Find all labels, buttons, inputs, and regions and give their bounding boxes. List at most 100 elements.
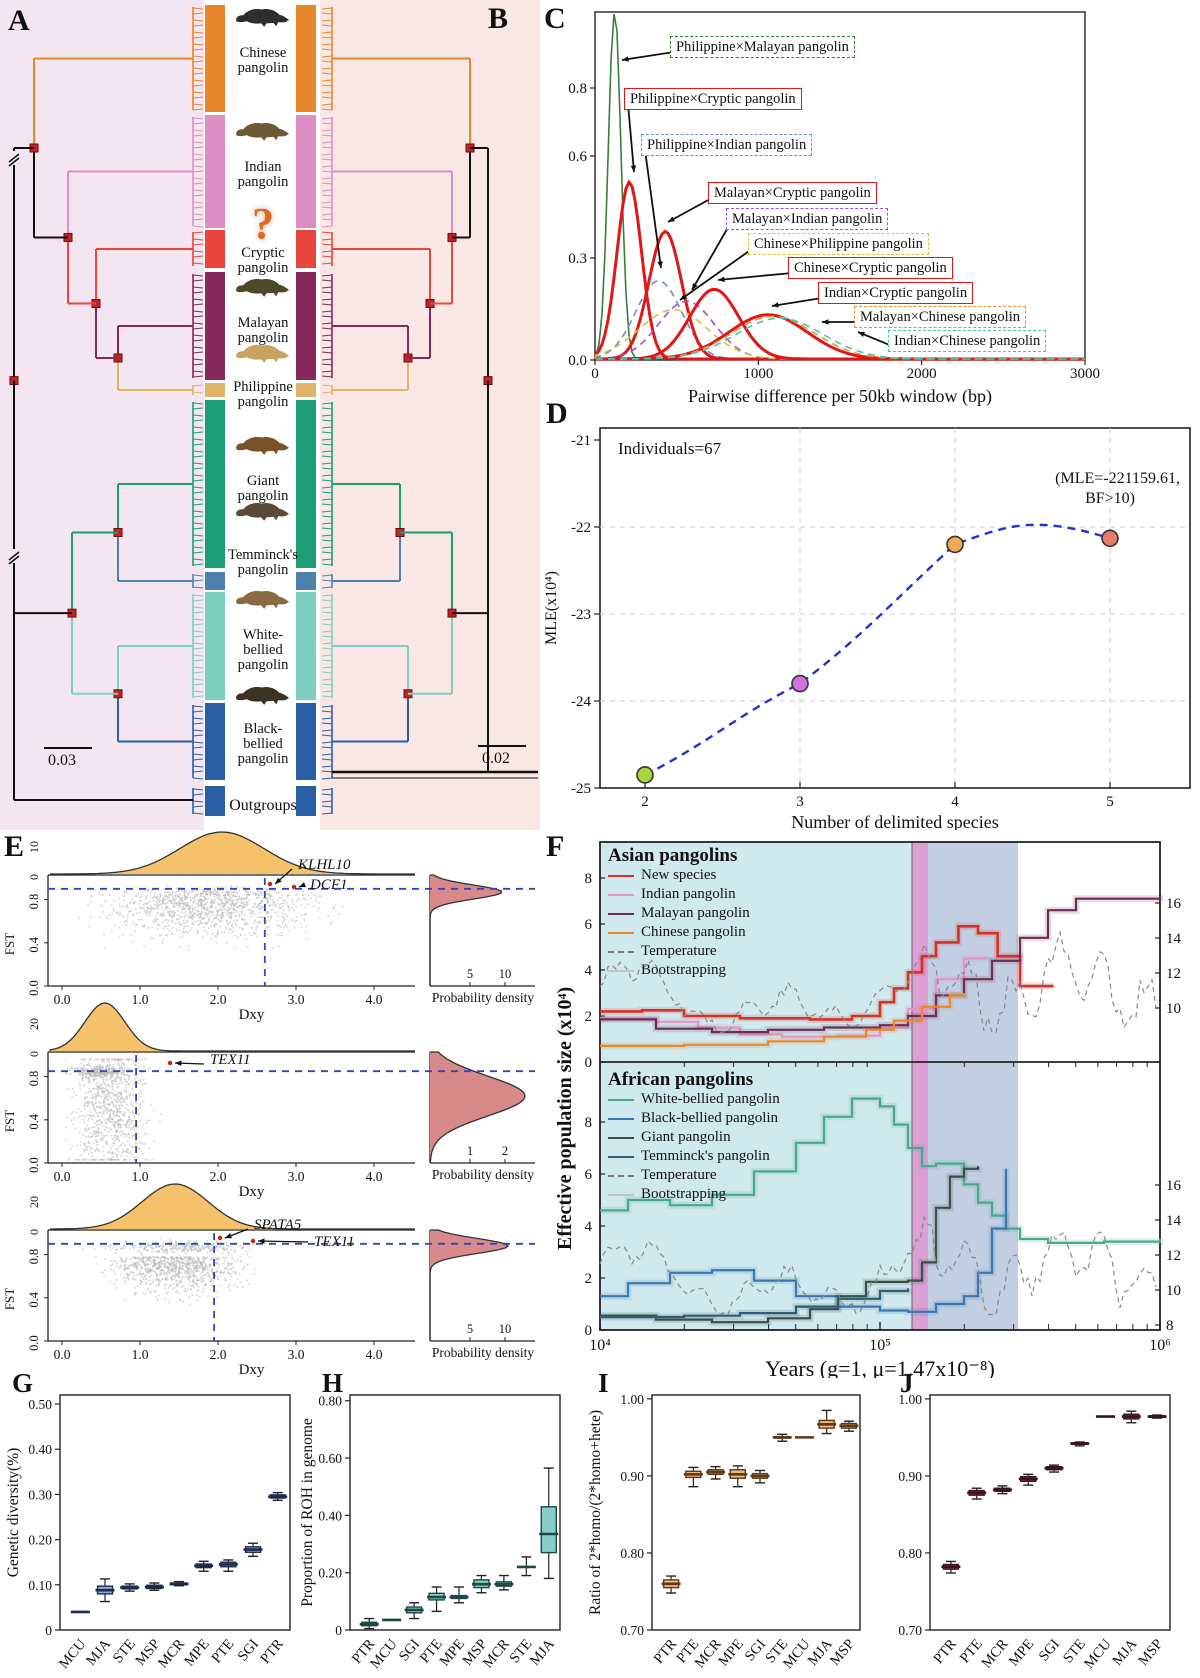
svg-text:10⁶: 10⁶ [1149, 1337, 1171, 1354]
svg-text:0.50: 0.50 [28, 1397, 52, 1412]
svg-text:MSP: MSP [1135, 1636, 1166, 1669]
panel-phylogeny: A B Chinese pangolin Indian pangolin ? C… [0, 0, 540, 830]
svg-text:4: 4 [585, 1219, 593, 1235]
panel-label-a: A [8, 4, 30, 37]
asian-legend-title: Asian pangolins [608, 845, 738, 866]
svg-text:0: 0 [585, 1055, 593, 1071]
svg-text:-22: -22 [571, 520, 591, 536]
pair-label-9: Indian×Chinese pangolin [888, 330, 1047, 352]
svg-text:MCR: MCR [155, 1636, 188, 1671]
pair-label-5: Chinese×Philippine pangolin [748, 233, 929, 255]
svg-text:0.0: 0.0 [54, 992, 71, 1007]
svg-text:3.0: 3.0 [288, 1347, 305, 1362]
svg-text:1.00: 1.00 [898, 1392, 922, 1407]
pair-label-3: Malayan×Cryptic pangolin [708, 182, 877, 204]
svg-text:0.10: 0.10 [28, 1578, 52, 1593]
svg-text:0.40: 0.40 [318, 1508, 342, 1523]
svg-text:MCR: MCR [979, 1636, 1012, 1671]
svg-text:FST: FST [2, 1288, 17, 1310]
svg-text:Individuals=67: Individuals=67 [618, 439, 722, 458]
svg-text:MSP: MSP [827, 1636, 858, 1669]
svg-text:0.8: 0.8 [27, 894, 41, 910]
svg-text:SPATA5: SPATA5 [254, 1217, 302, 1233]
legend-line-icon [608, 931, 634, 934]
svg-text:-21: -21 [571, 433, 591, 449]
svg-text:SGI: SGI [396, 1636, 423, 1664]
pair-label-0: Philippine×Malayan pangolin [670, 36, 855, 58]
svg-text:0.4: 0.4 [27, 936, 41, 952]
svg-text:0.0: 0.0 [54, 1169, 71, 1184]
species-label-whitebellied: White-bellied pangolin [237, 627, 289, 673]
svg-text:Genetic diversity(%): Genetic diversity(%) [5, 1448, 22, 1578]
legend-line-icon [608, 969, 634, 972]
species-label-philippine: Philippine pangolin [233, 379, 293, 410]
svg-text:2.0: 2.0 [210, 1347, 227, 1362]
svg-text:MPE: MPE [181, 1636, 213, 1669]
svg-text:2: 2 [641, 794, 649, 810]
svg-text:STE: STE [110, 1636, 139, 1666]
svg-text:0.8: 0.8 [27, 1249, 41, 1265]
panel-label-f: F [546, 830, 565, 863]
svg-text:1: 1 [467, 1144, 473, 1158]
pairwise-density-svg: 0 1000 2000 3000 0.0 0.3 0.6 0.8 Pairwise differ… [568, 11, 1100, 407]
legend-line-icon [608, 1174, 634, 1177]
species-label-blackbellied: Black-bellied pangolin [237, 721, 289, 767]
psmc-svg: 10⁴ 10⁵ 10⁶ Years (g=1, μ=1.47x10⁻⁸) 8 6 4 2 0 8 6… [585, 841, 1182, 1378]
svg-text:5: 5 [1106, 794, 1114, 810]
svg-text:0.4: 0.4 [27, 1291, 41, 1307]
panel-label-g: G [12, 1368, 34, 1398]
svg-text:TEX11: TEX11 [210, 1052, 251, 1068]
svg-text:Probability density: Probability density [432, 1345, 535, 1360]
svg-text:16: 16 [1166, 896, 1182, 912]
panel-label-d: D [546, 397, 568, 430]
svg-text:0.0: 0.0 [27, 980, 41, 996]
legend-line-icon [608, 1193, 634, 1196]
legend-line-icon [608, 1155, 634, 1158]
species-label-indian: Indian pangolin [237, 159, 289, 190]
legend-line-icon [608, 893, 634, 896]
species-label-malayan: Malayan pangolin [237, 315, 289, 346]
svg-text:3000: 3000 [1070, 366, 1100, 382]
svg-text:MCU: MCU [1081, 1636, 1115, 1672]
svg-text:1000: 1000 [743, 366, 773, 382]
svg-text:FST: FST [2, 1110, 17, 1132]
panel-label-b: B [488, 2, 509, 35]
svg-text:5: 5 [467, 1322, 473, 1336]
svg-text:0.0: 0.0 [568, 353, 587, 369]
panel-fst-dxy: 0.0 1.0 2.0 3.0 4.0 Dxy 0.0 0.4 0.8 FST 0 10 5 10 Prob… [0, 830, 540, 1378]
svg-text:Dxy: Dxy [239, 1362, 265, 1378]
mle-svg: -21 -22 -23 -24 -25 2 3 4 5 MLE(x10⁴) Number of de… [543, 427, 1191, 830]
svg-text:MJA: MJA [527, 1636, 558, 1669]
svg-text:16: 16 [1166, 1178, 1182, 1194]
svg-text:Years (g=1, μ=1.47x10⁻⁸): Years (g=1, μ=1.47x10⁻⁸) [765, 1356, 995, 1378]
svg-text:MLE(x10⁴): MLE(x10⁴) [543, 571, 560, 645]
legend-line-icon [608, 1098, 634, 1101]
svg-text:12: 12 [1166, 1248, 1181, 1264]
svg-text:6: 6 [585, 917, 593, 933]
svg-text:4.0: 4.0 [366, 1169, 383, 1184]
svg-text:3.0: 3.0 [288, 992, 305, 1007]
svg-text:DCF1: DCF1 [309, 877, 348, 893]
svg-text:0.0: 0.0 [27, 1335, 41, 1351]
scalebar-label-right: 0.02 [482, 750, 510, 767]
species-label-cryptic: Cryptic pangolin [237, 245, 289, 276]
panel-label-j: J [900, 1368, 914, 1398]
svg-text:Dxy: Dxy [239, 1184, 265, 1200]
svg-text:0.20: 0.20 [318, 1566, 342, 1581]
svg-text:SGI: SGI [742, 1636, 769, 1664]
asian-legend: Asian pangolins New species Indian pango… [608, 845, 750, 978]
svg-text:0.8: 0.8 [568, 81, 587, 97]
svg-text:0.6: 0.6 [568, 149, 587, 165]
svg-text:0: 0 [27, 1229, 41, 1235]
african-legend: African pangolins White-bellied pangolin… [608, 1069, 780, 1202]
pair-label-7: Indian×Cryptic pangolin [818, 282, 974, 304]
african-legend-title: African pangolins [608, 1069, 754, 1090]
svg-text:10: 10 [1166, 1283, 1181, 1299]
svg-text:MJA: MJA [83, 1636, 114, 1669]
legend-line-icon [608, 912, 634, 915]
svg-text:2: 2 [585, 1271, 593, 1287]
panel-label-i: I [598, 1368, 609, 1398]
svg-text:8: 8 [1166, 1318, 1174, 1334]
cryptic-question-mark: ? [252, 199, 274, 248]
